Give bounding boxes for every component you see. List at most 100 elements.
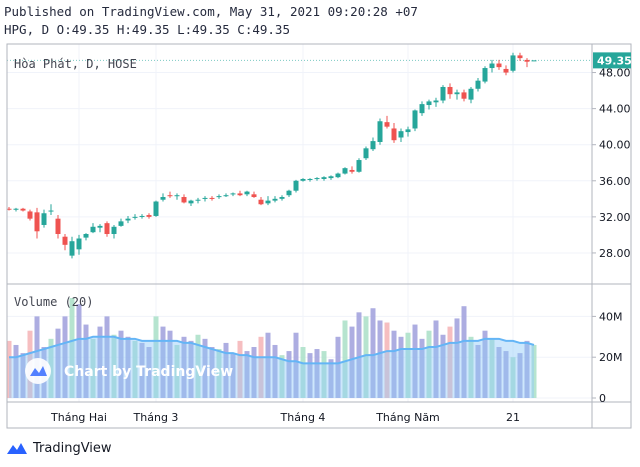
candle-body [307, 178, 313, 180]
last-price-label: 49.35 [597, 54, 632, 67]
volume-bar [202, 338, 208, 398]
price-tick-label: 40.00 [599, 139, 631, 152]
candle-body [412, 110, 418, 129]
volume-bar [258, 336, 264, 398]
candle-body [531, 60, 537, 62]
volume-bar [419, 338, 425, 398]
candle-body [272, 198, 278, 201]
volume-bar [104, 316, 110, 398]
candle-body [223, 195, 229, 197]
tradingview-logo-icon [7, 443, 27, 454]
volume-bar [153, 316, 159, 398]
volume-bar [489, 338, 495, 398]
volume-bar [321, 351, 327, 398]
candle-body [356, 160, 362, 172]
candle-body [202, 197, 208, 199]
candle-body [489, 63, 495, 69]
candle-body [419, 104, 425, 114]
volume-bar [293, 332, 299, 398]
candle-body [48, 210, 54, 212]
volume-bar [433, 320, 439, 398]
price-tick-label: 36.00 [599, 175, 631, 188]
candle-body [195, 199, 201, 201]
volume-bar [328, 359, 334, 398]
candle-body [384, 122, 390, 127]
volume-bar [475, 344, 481, 398]
volume-bar [251, 347, 257, 398]
candle-body [6, 208, 12, 210]
candle-body [342, 168, 348, 174]
chart-frame [6, 43, 632, 429]
volume-bar [279, 355, 285, 398]
candle-body [377, 121, 383, 142]
volume-bar [300, 347, 306, 398]
candle-body [517, 55, 523, 59]
published-line: Published on TradingView.com, May 31, 20… [4, 4, 418, 19]
last-price-tag [593, 52, 631, 69]
candle-body [251, 194, 257, 198]
volume-bar [510, 357, 516, 398]
candle-body [62, 236, 68, 245]
volume-bar [139, 342, 145, 398]
volume-tick-label: 40M [599, 310, 623, 323]
volume-bar [454, 318, 460, 398]
volume-bar [496, 347, 502, 398]
candle-body [13, 208, 19, 210]
volume-bar [405, 332, 411, 398]
time-tick-label: 21 [506, 411, 520, 424]
volume-bar [377, 320, 383, 398]
candle-body [265, 200, 271, 204]
price-tick-label: 48.00 [599, 67, 631, 80]
candle-body [391, 128, 397, 141]
candle-body [111, 226, 117, 234]
ohlc-line: HPG, D O:49.35 H:49.35 L:49.35 C:49.35 [4, 22, 290, 37]
volume-bar [209, 347, 215, 398]
volume-bar [216, 349, 222, 398]
candle-body [244, 191, 250, 195]
candle-body [300, 178, 306, 181]
candle-body [69, 241, 75, 256]
candle-body [160, 197, 166, 200]
price-tick-label: 32.00 [599, 211, 631, 224]
volume-bar [468, 336, 474, 398]
volume-bar [482, 330, 488, 398]
candle-body [188, 200, 194, 204]
candle-body [503, 68, 509, 73]
candle-body [237, 193, 243, 196]
volume-bar [181, 336, 187, 398]
candle-body [258, 199, 264, 205]
watermark-text: Chart by TradingView [64, 364, 233, 380]
candle-body [27, 211, 33, 219]
candle-body [475, 80, 481, 89]
volume-bar [356, 312, 362, 398]
volume-bar [223, 342, 229, 398]
volume-bar [265, 332, 271, 398]
volume-bar [188, 340, 194, 398]
candle-body [468, 88, 474, 100]
volume-bar [349, 326, 355, 398]
candle-body [279, 197, 285, 199]
volume-bar [55, 328, 61, 398]
candle-body [447, 86, 453, 95]
time-tick-label: Tháng 4 [280, 411, 326, 424]
volume-tick-label: 0 [599, 392, 606, 405]
volume-bar [517, 353, 523, 398]
volume-bar [146, 347, 152, 398]
candle-body [454, 92, 460, 95]
volume-bar [195, 334, 201, 398]
candle-body [510, 55, 516, 71]
footer[interactable]: TradingView [6, 440, 112, 456]
volume-tick-label: 20M [599, 351, 623, 364]
candle-body [76, 238, 82, 250]
volume-ma-area [9, 336, 534, 398]
volume-bar [412, 324, 418, 398]
candle-body [398, 131, 404, 138]
volume-bar [13, 344, 19, 398]
candle-body [216, 196, 222, 198]
volume-bar [132, 340, 138, 398]
footer-brand[interactable]: TradingView [33, 440, 112, 456]
volume-bar [111, 334, 117, 398]
time-tick-label: Tháng 3 [133, 411, 179, 424]
candle-body [153, 201, 159, 216]
